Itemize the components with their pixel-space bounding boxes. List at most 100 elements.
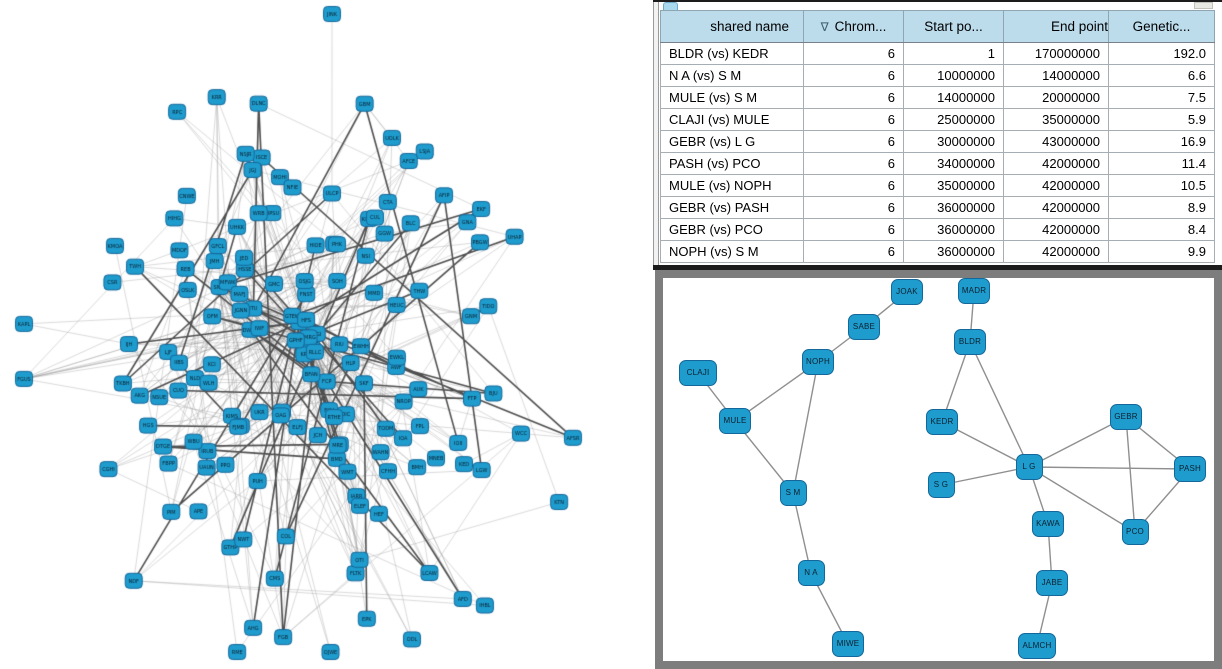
column-header-startpo[interactable]: Start po... — [903, 10, 1004, 43]
cell-value: 7.5 — [1108, 86, 1215, 109]
table-row[interactable]: PASH (vs) PCO 6 34000000 42000000 11.4 — [660, 152, 1215, 175]
edge-attribute-table-panel: shared name ∇ Chrom... Start po... End point… — [660, 10, 1215, 263]
edge-line-BLDR-LG — [969, 341, 1030, 468]
column-header-genetic[interactable]: Genetic... — [1108, 10, 1215, 43]
cell-value: 36000000 — [903, 240, 1004, 263]
cell-value: 42000000 — [1003, 196, 1109, 219]
network-node-CLAJI[interactable]: CLAJI — [679, 360, 717, 386]
cell-value: 34000000 — [903, 152, 1004, 175]
cell-value: 42000000 — [1003, 218, 1109, 241]
edge-attribute-table: shared name ∇ Chrom... Start po... End point… — [660, 10, 1215, 263]
cell-value: 43000000 — [1003, 130, 1109, 153]
cell-shared-name: PASH (vs) PCO — [660, 152, 804, 175]
network-node-JABE[interactable]: JABE — [1036, 570, 1068, 596]
cell-shared-name: CLAJI (vs) MULE — [660, 108, 804, 131]
cell-value: 192.0 — [1108, 42, 1215, 65]
edge-line-SM-NA — [792, 492, 812, 574]
cell-shared-name: GEBR (vs) L G — [660, 130, 804, 153]
table-corner-tab[interactable] — [663, 2, 678, 10]
network-node-ALMCH[interactable]: ALMCH — [1018, 633, 1056, 659]
table-row[interactable]: MULE (vs) S M 6 14000000 20000000 7.5 — [660, 86, 1215, 109]
cell-value: 6 — [803, 196, 904, 219]
panel-separator — [653, 265, 1222, 270]
network-node-NOPH[interactable]: NOPH — [802, 349, 834, 375]
column-header-endpoint[interactable]: End point — [1003, 10, 1109, 43]
network-node-LG[interactable]: L G — [1015, 454, 1043, 480]
cell-value: 42000000 — [1003, 152, 1109, 175]
cell-value: 14000000 — [1003, 64, 1109, 87]
network-node-SG[interactable]: S G — [927, 472, 955, 498]
cell-value: 5.9 — [1108, 108, 1215, 131]
cell-value: 36000000 — [903, 196, 1004, 219]
network-node-PCO[interactable]: PCO — [1121, 519, 1149, 545]
filter-icon[interactable]: ∇ — [820, 20, 829, 34]
cell-value: 6 — [803, 174, 904, 197]
overview-network-canvas[interactable] — [0, 0, 653, 669]
cell-shared-name: BLDR (vs) KEDR — [660, 42, 804, 65]
network-node-SABE[interactable]: SABE — [848, 314, 880, 340]
network-node-GEBR[interactable]: GEBR — [1110, 404, 1142, 430]
detail-network-edges — [697, 290, 1191, 647]
cell-value: 9.9 — [1108, 240, 1215, 263]
table-scrollbar-rail[interactable] — [1194, 2, 1213, 9]
edge-line-SG-LG — [940, 466, 1030, 486]
cell-shared-name: GEBR (vs) PASH — [660, 196, 804, 219]
table-row[interactable]: GEBR (vs) L G 6 30000000 43000000 16.9 — [660, 130, 1215, 153]
network-node-JOAK[interactable]: JOAK — [891, 279, 923, 305]
network-node-KEDR[interactable]: KEDR — [926, 409, 958, 435]
table-row[interactable]: GEBR (vs) PASH 6 36000000 42000000 8.9 — [660, 196, 1215, 219]
cell-value: 35000000 — [903, 174, 1004, 197]
cell-value: 6 — [803, 86, 904, 109]
panel-splitter[interactable] — [653, 0, 659, 266]
edge-line-BLDR-KEDR — [941, 341, 971, 423]
cell-value: 42000000 — [1003, 174, 1109, 197]
edge-line-GEBR-PCO — [1125, 416, 1136, 533]
cell-value: 10.5 — [1108, 174, 1215, 197]
cell-value: 16.9 — [1108, 130, 1215, 153]
table-row[interactable]: NOPH (vs) S M 6 36000000 42000000 9.9 — [660, 240, 1215, 263]
column-header-sharedname[interactable]: shared name — [660, 10, 804, 43]
cell-value: 20000000 — [1003, 86, 1109, 109]
cell-value: 6 — [803, 240, 904, 263]
table-row[interactable]: BLDR (vs) KEDR 6 1 170000000 192.0 — [660, 42, 1215, 65]
table-row[interactable]: GEBR (vs) PCO 6 36000000 42000000 8.4 — [660, 218, 1215, 241]
network-node-MIWE[interactable]: MIWE — [832, 631, 864, 657]
cell-value: 6 — [803, 42, 904, 65]
cell-shared-name: MULE (vs) NOPH — [660, 174, 804, 197]
cell-value: 42000000 — [1003, 240, 1109, 263]
network-node-MULE[interactable]: MULE — [719, 408, 751, 434]
network-node-NA[interactable]: N A — [797, 560, 825, 586]
table-row[interactable]: CLAJI (vs) MULE 6 25000000 35000000 5.9 — [660, 108, 1215, 131]
cell-value: 6 — [803, 130, 904, 153]
cell-shared-name: MULE (vs) S M — [660, 86, 804, 109]
network-node-SM[interactable]: S M — [779, 480, 807, 506]
edge-line-LG-PCO — [1028, 466, 1136, 533]
edge-line-LG-PASH — [1028, 466, 1191, 470]
cell-value: 6 — [803, 218, 904, 241]
cell-value: 1 — [903, 42, 1004, 65]
column-header-chrom[interactable]: ∇ Chrom... — [803, 10, 904, 43]
cell-value: 8.9 — [1108, 196, 1215, 219]
cell-value: 6 — [803, 108, 904, 131]
table-row[interactable]: N A (vs) S M 6 10000000 14000000 6.6 — [660, 64, 1215, 87]
cell-shared-name: NOPH (vs) S M — [660, 240, 804, 263]
cell-value: 14000000 — [903, 86, 1004, 109]
top-border — [653, 0, 1222, 2]
edge-line-LG-GEBR — [1028, 416, 1127, 468]
cell-value: 6 — [803, 152, 904, 175]
network-node-PASH[interactable]: PASH — [1174, 456, 1206, 482]
cell-value: 11.4 — [1108, 152, 1215, 175]
cell-value: 10000000 — [903, 64, 1004, 87]
cell-value: 6.6 — [1108, 64, 1215, 87]
table-header: shared name ∇ Chrom... Start po... End point… — [660, 10, 1215, 43]
network-node-MADR[interactable]: MADR — [958, 278, 990, 304]
network-node-KAWA[interactable]: KAWA — [1032, 511, 1064, 537]
table-row[interactable]: MULE (vs) NOPH 6 35000000 42000000 10.5 — [660, 174, 1215, 197]
cell-value: 6 — [803, 64, 904, 87]
detail-network-panel[interactable]: JOAK MADR SABE BLDR NOPH CLAJI MULE KEDR GEBR L G… — [655, 270, 1222, 669]
cell-value: 36000000 — [903, 218, 1004, 241]
cell-value: 170000000 — [1003, 42, 1109, 65]
network-node-BLDR[interactable]: BLDR — [954, 329, 986, 355]
cell-value: 30000000 — [903, 130, 1004, 153]
